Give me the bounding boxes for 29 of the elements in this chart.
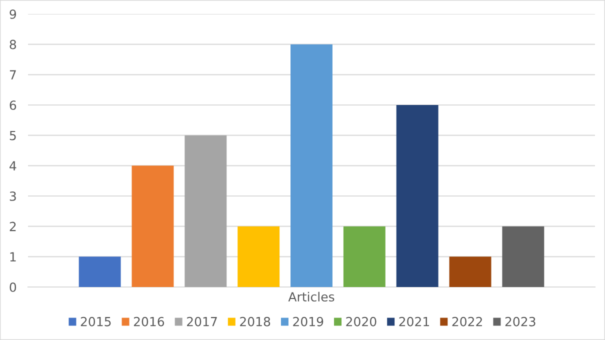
bar [184, 135, 227, 287]
bar [78, 256, 121, 287]
y-tick-label: 0 [10, 282, 16, 292]
bar [290, 44, 332, 287]
y-tick-label: 3 [10, 191, 16, 201]
legend-label: 2023 [505, 316, 536, 326]
legend-label: 2017 [187, 316, 217, 326]
bar [132, 166, 174, 287]
y-tick-label: 2 [10, 222, 16, 232]
bar [502, 226, 544, 287]
y-tick-label: 7 [10, 70, 16, 80]
bar [449, 256, 492, 287]
y-tick-label: 1 [10, 252, 16, 262]
y-tick-label: 4 [10, 161, 16, 170]
legend-label: 2022 [452, 316, 482, 326]
legend-label: 2021 [399, 316, 429, 326]
legend-label: 2018 [240, 316, 270, 326]
bar [238, 226, 280, 287]
bar [343, 226, 386, 287]
legend-label: 2016 [134, 316, 164, 326]
x-tick-label: Articles [288, 292, 334, 302]
y-tick-label: 8 [10, 40, 16, 50]
legend-label: 2019 [293, 316, 324, 326]
y-tick-label: 9 [10, 9, 16, 19]
bar [396, 105, 438, 287]
legend-label: 2015 [80, 316, 111, 326]
y-tick-label: 6 [10, 100, 16, 110]
y-tick-label: 5 [10, 130, 16, 140]
legend-label: 2020 [346, 316, 376, 326]
